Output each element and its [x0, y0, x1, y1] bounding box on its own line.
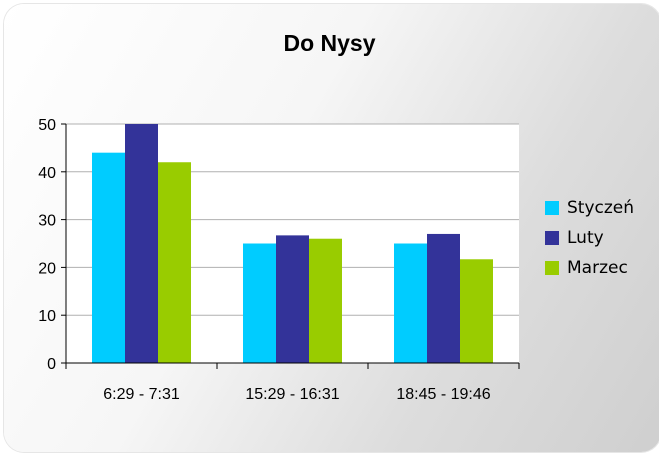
y-tick-label: 50 [38, 117, 56, 134]
y-tick-label: 30 [38, 213, 56, 230]
x-tick-label: 15:29 - 16:31 [245, 386, 339, 403]
legend-label: Marzec [567, 258, 628, 278]
bar-marzec-2 [460, 259, 493, 363]
legend-item: Luty [545, 223, 634, 253]
x-tick-label: 6:29 - 7:31 [103, 386, 180, 403]
x-tick-label: 18:45 - 19:46 [396, 386, 490, 403]
chart-title: Do Nysy [283, 30, 376, 56]
y-tick-label: 10 [38, 308, 56, 325]
bar-styczeń-1 [243, 243, 276, 363]
bar-styczeń-0 [92, 152, 125, 363]
bar-marzec-1 [309, 238, 342, 363]
legend-swatch [545, 231, 559, 245]
bar-luty-0 [125, 124, 158, 363]
legend-swatch [545, 261, 559, 275]
bar-luty-2 [427, 233, 460, 363]
y-tick-label: 0 [47, 356, 56, 373]
bar-styczeń-2 [394, 243, 427, 363]
legend-label: Styczeń [567, 198, 635, 218]
chart-legend: Styczeń Luty Marzec [545, 193, 634, 283]
bar-luty-1 [276, 235, 309, 363]
bar-marzec-0 [158, 162, 191, 363]
y-tick-label: 20 [38, 260, 56, 277]
legend-swatch [545, 201, 559, 215]
legend-item: Marzec [545, 253, 634, 283]
y-tick-label: 40 [38, 165, 56, 182]
legend-item: Styczeń [545, 193, 634, 223]
legend-label: Luty [567, 228, 604, 248]
